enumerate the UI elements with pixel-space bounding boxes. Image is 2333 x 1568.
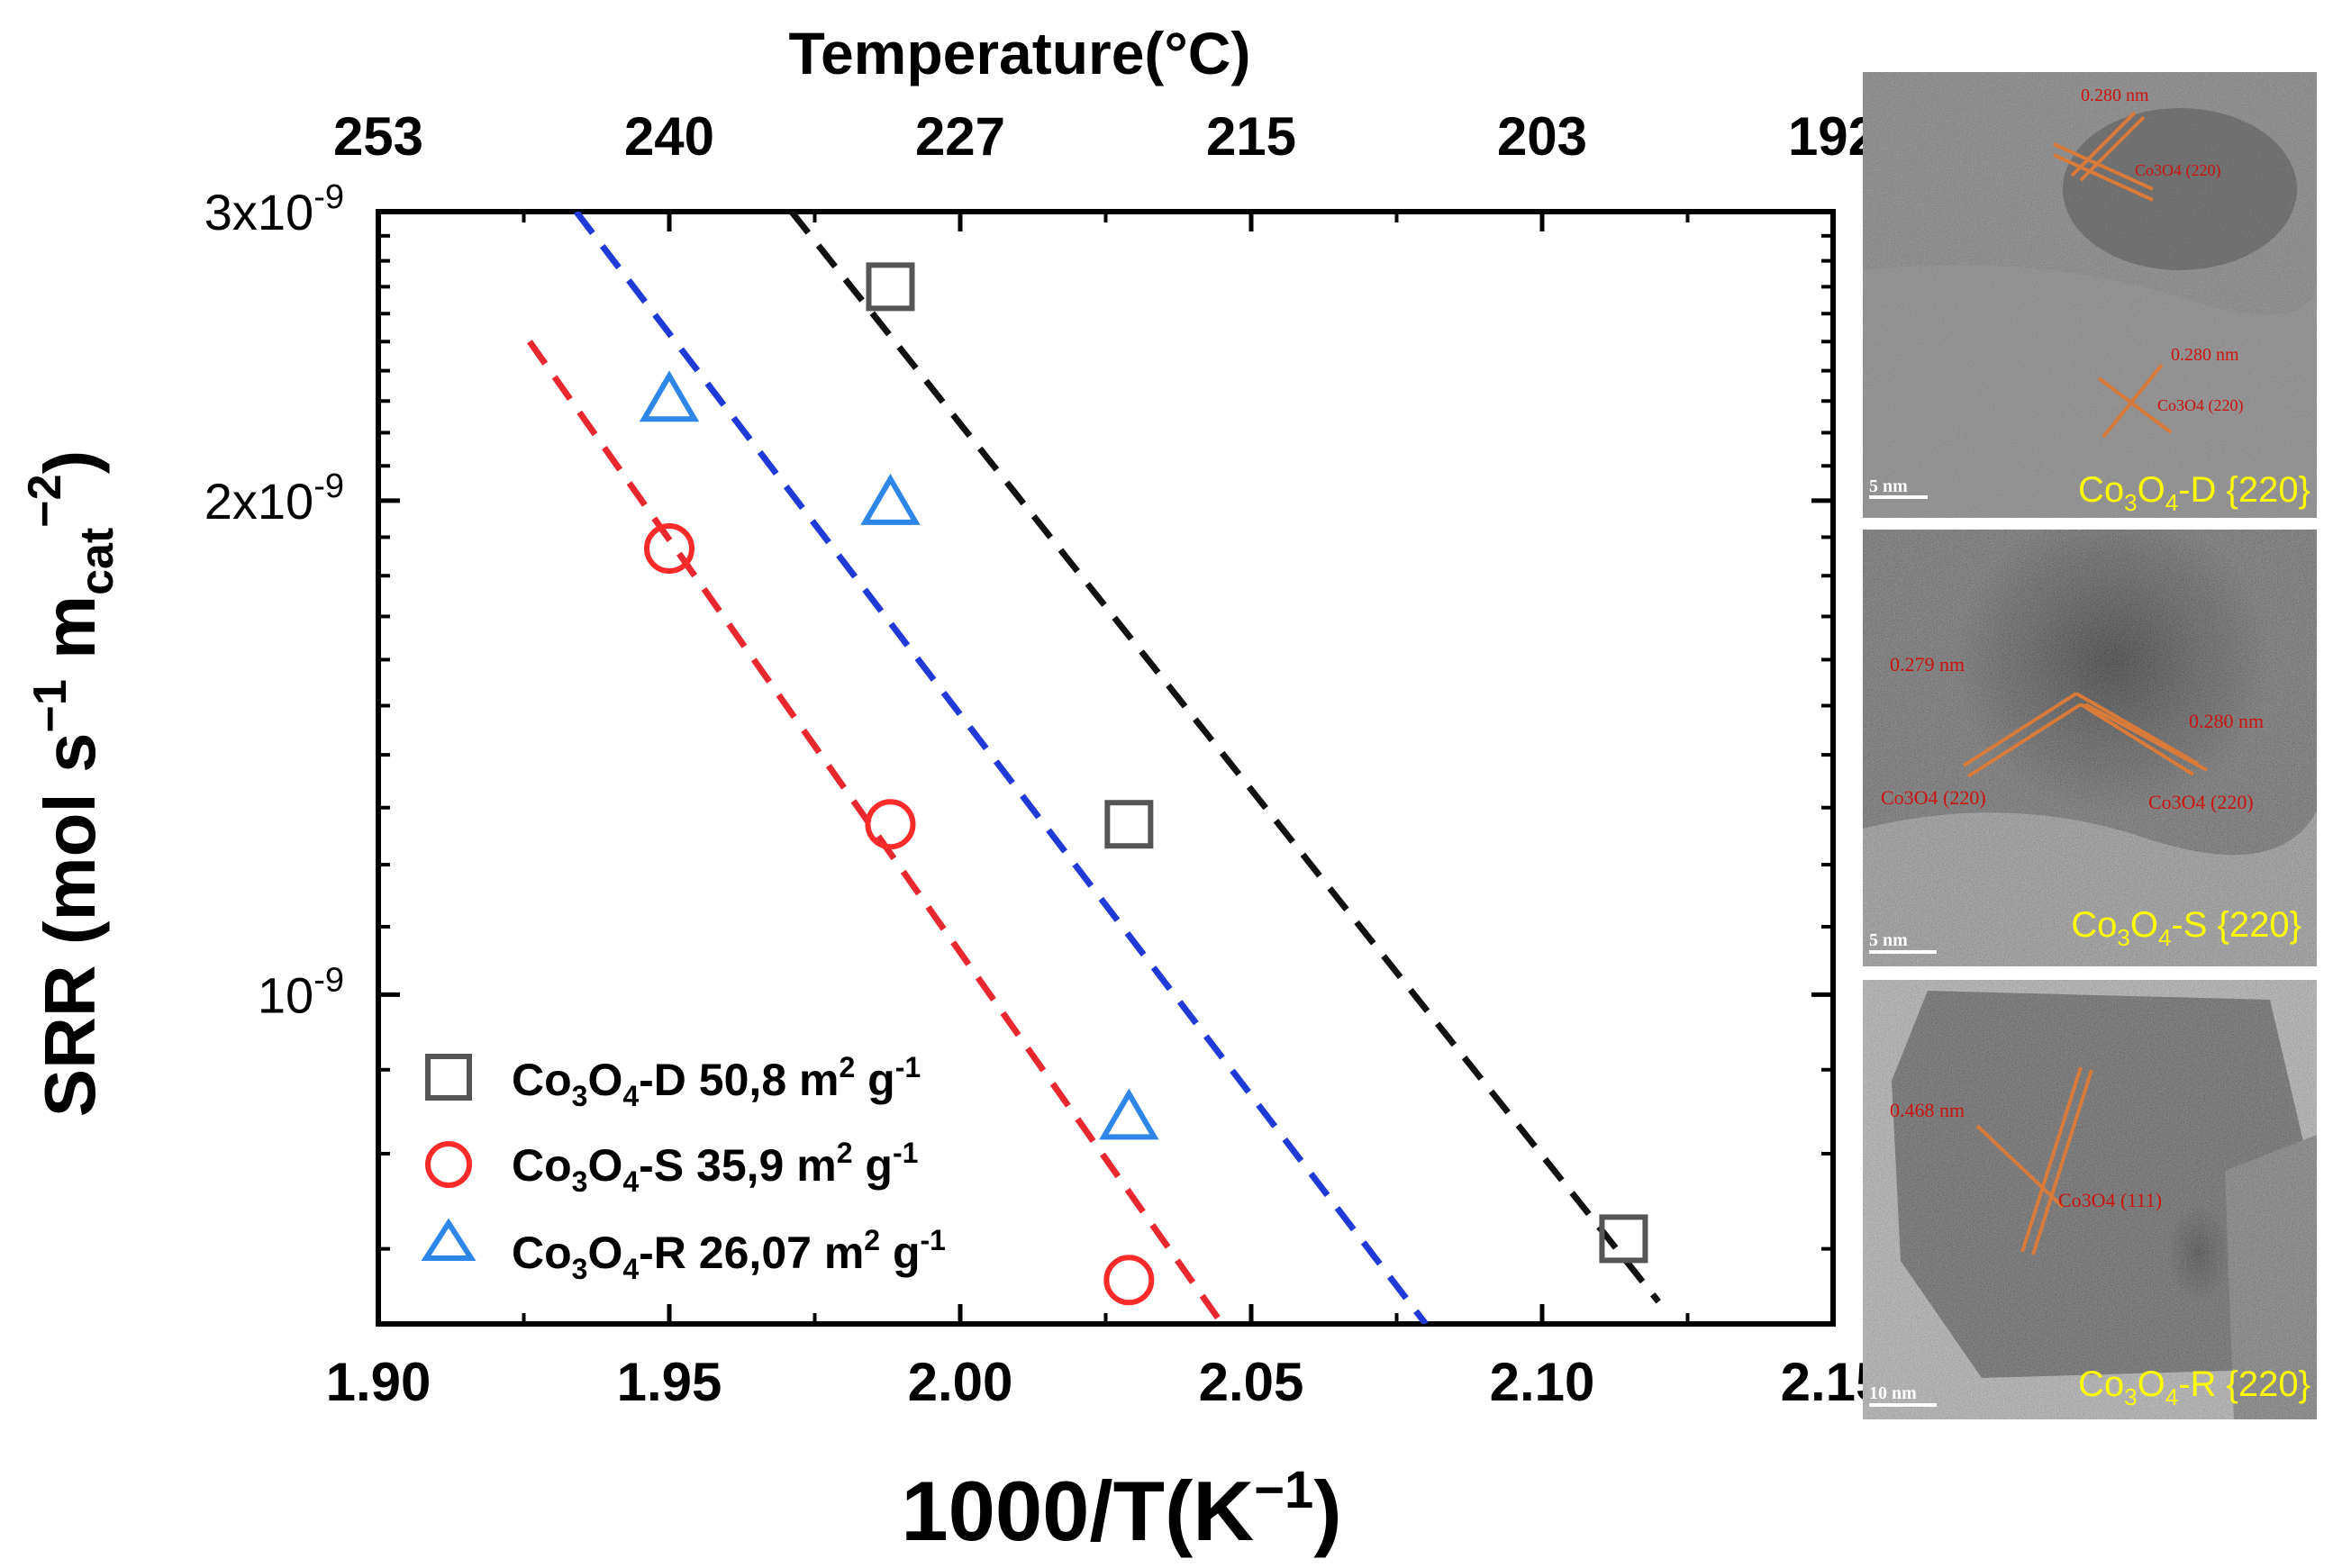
data-point-Co3O4-D bbox=[866, 262, 915, 312]
scale-label-d: 5 nm bbox=[1869, 476, 1908, 496]
micrograph-tag-d: Co3O4-D {220} bbox=[2078, 470, 2310, 516]
annotation-s-3: Co3O4 (220) bbox=[1881, 786, 1986, 809]
micrograph-panel-d: 0.280 nm Co3O4 (220) 0.280 nm Co3O4 (220… bbox=[1863, 72, 2318, 518]
fit-line-Co3O4-S bbox=[527, 340, 1225, 1324]
y-tick-label: 2x10-9 bbox=[204, 467, 344, 530]
fit-line-Co3O4-D bbox=[788, 212, 1661, 1304]
top-tick-label: 240 bbox=[624, 106, 714, 167]
top-tick-label: 253 bbox=[333, 106, 423, 167]
x-tick-label: 2.00 bbox=[908, 1352, 1013, 1412]
y-axis-ticks: 3x10-9 2x10-9 10-9 bbox=[204, 178, 1833, 1251]
annotation-d-2: Co3O4 (220) bbox=[2135, 161, 2221, 180]
micrograph-panel-r: 0.468 nm Co3O4 (111) 10 nm Co3O4-R {220} bbox=[1863, 980, 2317, 1419]
annotation-d-3: 0.280 nm bbox=[2171, 345, 2239, 365]
legend: Co3O4-D 50,8 m2 g-1 Co3O4-S 35,9 m2 g-1 … bbox=[421, 1051, 946, 1285]
annotation-d-1: 0.280 nm bbox=[2081, 86, 2149, 105]
annotation-s-1: 0.279 nm bbox=[1890, 653, 1965, 675]
data-point-Co3O4-S bbox=[1103, 1255, 1155, 1306]
scale-label-r: 10 nm bbox=[1869, 1383, 1917, 1403]
data-point-Co3O4-R bbox=[639, 370, 700, 422]
top-axis-ticks: 253 240 227 215 203 192 bbox=[333, 106, 1878, 167]
data-point-Co3O4-S bbox=[644, 523, 694, 575]
annotation-r-2: Co3O4 (111) bbox=[2058, 1189, 2162, 1211]
x-axis-title: 1000/T(K−1) bbox=[901, 1461, 1341, 1558]
top-tick-label: 227 bbox=[915, 106, 1005, 167]
annotation-s-4: Co3O4 (220) bbox=[2148, 791, 2254, 813]
data-point-Co3O4-S bbox=[865, 799, 916, 850]
legend-marker-square bbox=[425, 1054, 472, 1101]
legend-marker-circle bbox=[425, 1141, 472, 1188]
data-points bbox=[639, 262, 1648, 1306]
data-point-Co3O4-D bbox=[1104, 800, 1154, 849]
annotation-r-1: 0.468 nm bbox=[1890, 1099, 1965, 1121]
y-tick-label: 3x10-9 bbox=[204, 178, 344, 240]
legend-entry-r: Co3O4-R 26,07 m2 g-1 bbox=[512, 1224, 946, 1285]
data-point-Co3O4-R bbox=[1099, 1088, 1159, 1140]
top-axis-title: Temperature(°C) bbox=[789, 20, 1251, 86]
scale-label-s: 5 nm bbox=[1869, 930, 1908, 950]
annotation-s-2: 0.280 nm bbox=[2189, 710, 2264, 732]
x-tick-label: 2.05 bbox=[1199, 1352, 1304, 1412]
lattice-lines-s bbox=[1962, 692, 2208, 778]
x-tick-label: 2.10 bbox=[1490, 1352, 1595, 1412]
data-point-Co3O4-D bbox=[1599, 1214, 1648, 1264]
x-tick-label: 1.95 bbox=[617, 1352, 722, 1412]
fit-lines bbox=[527, 212, 1661, 1324]
top-tick-label: 215 bbox=[1206, 106, 1296, 167]
legend-entry-d: Co3O4-D 50,8 m2 g-1 bbox=[512, 1051, 921, 1112]
lattice-lines-r bbox=[1975, 1066, 2093, 1255]
micrograph-tag-s: Co3O4-S {220} bbox=[2071, 905, 2301, 951]
micrograph-panel-s: 0.279 nm 0.280 nm Co3O4 (220) Co3O4 (220… bbox=[1863, 530, 2317, 966]
annotation-d-4: Co3O4 (220) bbox=[2157, 396, 2244, 415]
micrograph-tag-r: Co3O4-R {220} bbox=[2078, 1364, 2310, 1410]
x-tick-label: 1.90 bbox=[326, 1352, 431, 1412]
top-tick-label: 203 bbox=[1497, 106, 1587, 167]
data-point-Co3O4-R bbox=[860, 473, 921, 525]
legend-marker-triangle bbox=[421, 1218, 477, 1261]
legend-entry-s: Co3O4-S 35,9 m2 g-1 bbox=[512, 1137, 918, 1198]
lattice-lines-d bbox=[2053, 111, 2173, 439]
y-tick-label: 10-9 bbox=[258, 961, 344, 1023]
y-axis-title: SRR (mol s−1 mcat−2) bbox=[19, 450, 123, 1117]
fit-line-Co3O4-R bbox=[573, 212, 1429, 1324]
